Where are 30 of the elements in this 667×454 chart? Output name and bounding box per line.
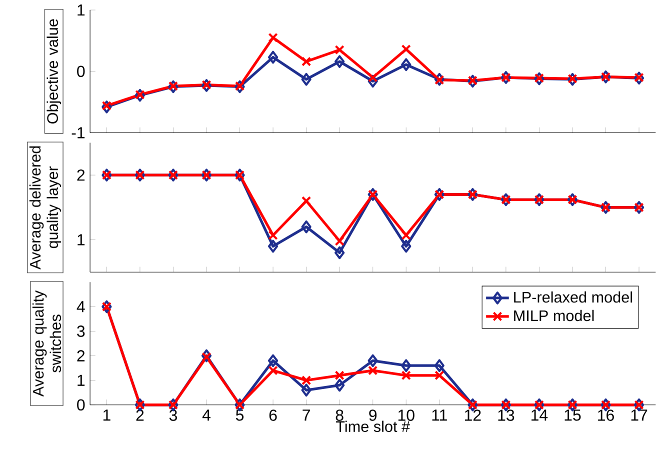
x-tick-label: 17 [631,410,648,421]
x-tick-label: 12 [464,410,481,421]
y-axis-title: Average delivered quality layer [29,146,62,270]
legend-label: LP-relaxed model [514,292,632,303]
x-tick-label: 6 [269,410,277,422]
x-tick-label: 15 [564,410,581,421]
x-tick-label: 8 [336,410,344,422]
x-tick-label: 7 [302,410,310,421]
y-axis-title: Average quality switches [32,290,62,397]
x-tick-label: 1 [103,410,110,421]
y-tick-label: 2 [77,170,85,181]
y-tick-label: 1 [78,234,85,246]
y-tick-label: 0 [77,66,85,78]
y-axis-title: Objective value [46,19,62,124]
x-tick-label: 13 [498,410,514,422]
y-tick-label: 0 [77,399,85,411]
y-tick-label: -1 [72,127,85,138]
legend-label: MILP model [514,310,594,322]
y-tick-label: 3 [77,326,85,338]
y-tick-label: 1 [78,4,85,16]
x-tick-label: 11 [432,410,447,421]
x-tick-label: 16 [598,410,614,422]
x-tick-label: 4 [202,410,210,421]
y-tick-label: 1 [78,375,85,386]
x-tick-label: 10 [398,410,414,422]
y-tick-label: 4 [76,301,85,312]
x-tick-label: 9 [369,410,377,422]
x-tick-label: 14 [532,410,548,421]
x-axis-title: Time slot # [336,420,410,432]
y-tick-label: 2 [77,350,85,362]
